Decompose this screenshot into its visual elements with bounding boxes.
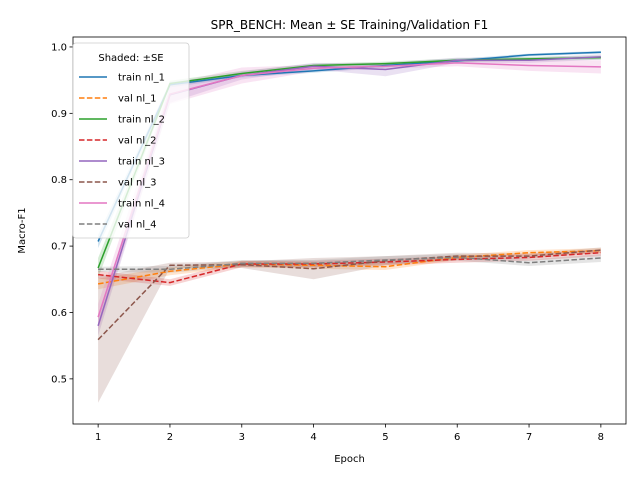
x-tick-label: 4 <box>310 432 316 443</box>
y-tick-label: 0.5 <box>51 374 67 385</box>
legend-label-6: val nl_3 <box>118 178 156 189</box>
y-tick-label: 1.0 <box>51 42 67 53</box>
x-tick-label: 1 <box>95 432 101 443</box>
chart-title: SPR_BENCH: Mean ± SE Training/Validation… <box>211 18 489 32</box>
legend-frame <box>72 42 190 239</box>
x-tick-label: 5 <box>382 432 388 443</box>
x-tick-label: 7 <box>526 432 532 443</box>
y-axis-label: Macro-F1 <box>17 207 28 253</box>
legend-label-8: val nl_4 <box>118 220 156 231</box>
legend-title: Shaded: ±SE <box>98 53 163 64</box>
y-axis-ticks: 0.5 0.6 0.7 0.8 0.9 1.0 <box>51 42 73 385</box>
series-line-8 <box>98 256 601 271</box>
legend-label-3: train nl_2 <box>118 115 165 126</box>
x-axis-ticks: 1 2 3 4 5 6 7 8 <box>95 424 604 443</box>
x-tick-label: 8 <box>598 432 604 443</box>
y-tick-label: 0.8 <box>51 175 67 186</box>
x-tick-label: 2 <box>167 432 173 443</box>
x-tick-label: 3 <box>239 432 245 443</box>
y-tick-label: 0.6 <box>51 308 67 319</box>
y-tick-label: 0.9 <box>51 109 67 120</box>
series-line-4 <box>98 251 601 284</box>
series-line-2 <box>97 249 601 285</box>
x-tick-label: 6 <box>454 432 460 443</box>
x-axis-label: Epoch <box>334 454 365 465</box>
legend-label-1: train nl_1 <box>118 73 165 84</box>
legend-label-2: val nl_1 <box>118 94 156 105</box>
legend-label-7: train nl_4 <box>118 199 165 210</box>
series-line-6 <box>97 249 601 341</box>
y-tick-label: 0.7 <box>51 242 67 253</box>
legend-label-5: train nl_3 <box>118 157 165 168</box>
legend-label-4: val nl_2 <box>118 136 156 147</box>
